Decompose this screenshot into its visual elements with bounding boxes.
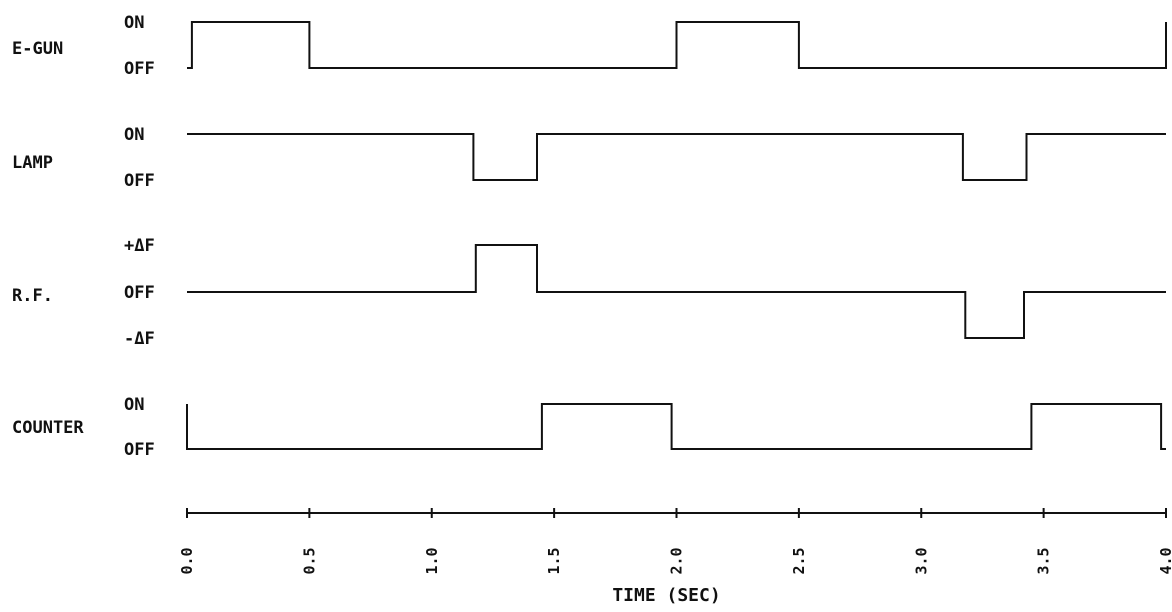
time-tick-label-0-0: 0.0 [178, 547, 196, 574]
level-label-lamp-off: OFF [124, 171, 155, 191]
level-label-e-gun-off: OFF [124, 59, 155, 79]
time-tick-label-1-0: 1.0 [423, 547, 441, 574]
time-tick-label-4-0: 4.0 [1157, 547, 1172, 574]
signal-row-lamp: LAMP ON OFF [12, 125, 1166, 191]
level-label-lamp-on: ON [124, 125, 144, 145]
time-tick-label-3-5: 3.5 [1035, 547, 1053, 574]
signal-trace-lamp [187, 133, 1166, 181]
signal-label-e-gun: E-GUN [12, 39, 63, 59]
time-tick-label-2-5: 2.5 [790, 547, 808, 574]
time-axis-title: TIME (SEC) [612, 585, 720, 606]
time-tick-label-3-0: 3.0 [912, 547, 930, 574]
signal-label-lamp: LAMP [12, 153, 53, 173]
signal-row-rf: R.F. +ΔF OFF -ΔF [12, 236, 1166, 349]
signal-label-rf: R.F. [12, 286, 53, 306]
signal-label-counter: COUNTER [12, 418, 84, 438]
signal-trace-e-gun [187, 21, 1167, 69]
level-label-counter-on: ON [124, 395, 144, 415]
signal-row-counter: COUNTER ON OFF [12, 395, 1166, 460]
signal-row-e-gun: E-GUN ON OFF [12, 13, 1167, 79]
time-tick-label-2-0: 2.0 [668, 547, 686, 574]
time-tick-label-0-5: 0.5 [300, 547, 318, 574]
level-label-counter-off: OFF [124, 440, 155, 460]
level-label-e-gun-on: ON [124, 13, 144, 33]
level-label-rf-plus-delta-f: +ΔF [124, 236, 155, 256]
signal-trace-rf [187, 244, 1166, 339]
time-tick-label-1-5: 1.5 [545, 547, 563, 574]
signal-trace-counter [186, 403, 1166, 450]
level-label-rf-minus-delta-f: -ΔF [124, 329, 155, 349]
level-label-rf-off: OFF [124, 283, 155, 303]
time-axis: 0.0 0.5 1.0 1.5 2.0 2.5 3.0 3.5 4.0 TIME (SEC) [178, 508, 1172, 606]
signal-rows: E-GUN ON OFF LAMP ON OFF R.F. +ΔF OFF -ΔF COUNTER O… [12, 13, 1167, 460]
